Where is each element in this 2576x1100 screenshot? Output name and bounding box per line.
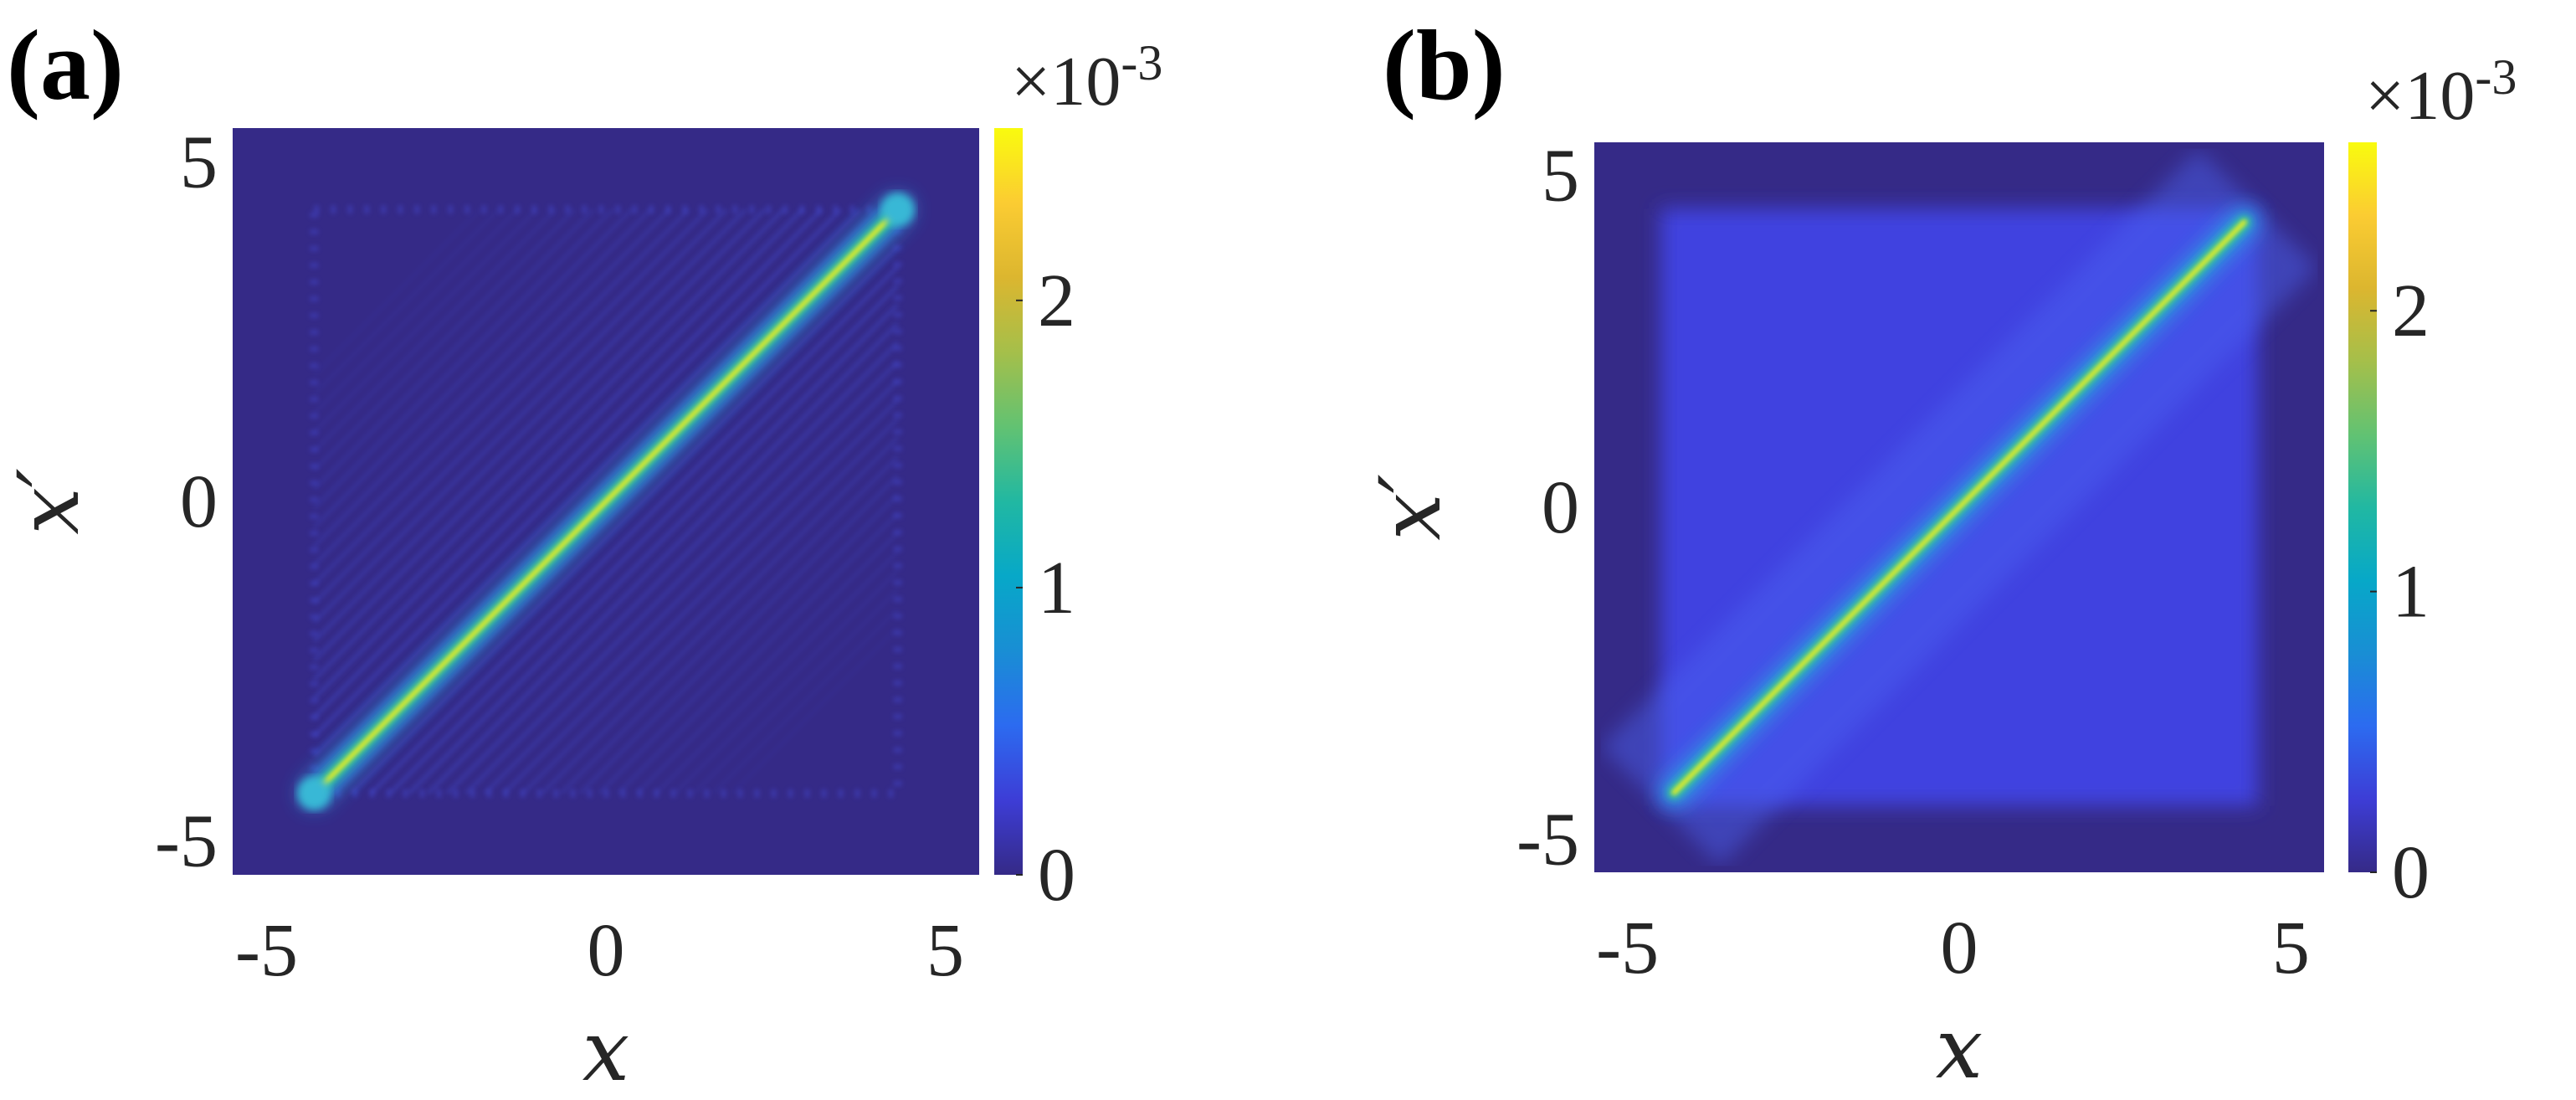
fringe-line	[502, 398, 900, 795]
y-tick-label: -5	[155, 799, 218, 882]
colorbar-tick-label: 1	[2392, 551, 2430, 634]
fringe-line	[312, 208, 710, 605]
colorbar-tick-label: 0	[2392, 831, 2430, 914]
panel-a-xlabel: x	[582, 1002, 629, 1100]
x-tick-label: 5	[926, 909, 964, 992]
panel-b-colorbar: 0 1 2 ×10-3	[2348, 49, 2517, 914]
fringe-line	[312, 208, 500, 396]
panel-b-heatmap	[1594, 142, 2324, 872]
fringe-line	[445, 341, 900, 795]
fringe-line	[673, 568, 900, 795]
panel-a-diagonal-ridge	[297, 193, 915, 810]
fringe-line	[692, 588, 900, 795]
panel-a-heatmap	[233, 128, 979, 875]
colorbar-tick-label: 1	[1038, 547, 1075, 630]
y-tick-label: 5	[1542, 135, 1579, 218]
y-tick-label: 5	[180, 121, 218, 204]
endpoint-blob	[880, 193, 915, 227]
panel-a-axes: -5 0 5 -5 0 5	[155, 121, 964, 992]
panel-b-diagonal-ridge	[1660, 208, 2259, 807]
panel-a-label: (a)	[7, 9, 124, 121]
colorbar-exponent: ×10-3	[1011, 35, 1162, 121]
fringe-line	[312, 208, 767, 662]
colorbar-tick-label: 0	[1038, 834, 1075, 917]
diagonal-core	[311, 207, 901, 796]
fringe-line	[616, 511, 900, 795]
panel-a-colorbar: 0 1 2 ×10-3	[994, 35, 1162, 917]
fringe-line	[312, 208, 520, 415]
panel-a-ylabel: x′	[0, 468, 98, 534]
fringe-line	[598, 493, 900, 795]
fringe-line	[312, 208, 557, 453]
fringe-line	[312, 208, 690, 586]
x-tick-label: 0	[588, 909, 625, 992]
fringe-line	[464, 360, 900, 795]
fringe-line	[312, 208, 729, 625]
fringe-line	[312, 208, 671, 567]
fringe-line	[312, 208, 824, 719]
panel-b-xlabel: x	[1936, 1000, 1983, 1097]
colorbar-exponent-power: -3	[1121, 35, 1162, 90]
x-tick-label: 0	[1941, 907, 1978, 989]
colorbar-tick-label: 2	[2392, 270, 2430, 352]
fringe-line	[711, 607, 900, 795]
fringe-line	[312, 208, 596, 491]
colorbar-gradient	[994, 128, 1023, 875]
fringe-line	[312, 208, 653, 548]
fringe-line	[541, 436, 900, 795]
colorbar-tick-label: 2	[1038, 260, 1075, 342]
fringe-line	[521, 417, 900, 795]
x-tick-label: -5	[235, 909, 298, 992]
fringe-line	[578, 474, 900, 795]
colorbar-exponent: ×10-3	[2365, 49, 2517, 135]
diagonal-core	[1671, 219, 2247, 795]
fringe-line	[312, 208, 539, 434]
fringe-border	[310, 205, 902, 798]
fringe-line	[369, 265, 900, 795]
endpoint-blob	[297, 776, 331, 810]
panel-b-label: (b)	[1383, 9, 1506, 121]
fringe-line	[312, 208, 804, 700]
fringe-line	[559, 455, 900, 795]
panel-a-oscillation-fringes	[310, 205, 902, 798]
fringe-line	[312, 208, 481, 377]
fringe-line	[312, 208, 862, 758]
colorbar-exponent-power: -3	[2475, 49, 2517, 105]
panel-a: (a) -5 0 5-505 012×10-3 x x′	[0, 9, 1162, 1100]
fringe-line	[408, 303, 900, 795]
panel-b: (b) -5 0 5-505 012×10-3 x x′	[1362, 9, 2517, 1097]
fringe-line	[312, 208, 843, 738]
fringe-line	[635, 531, 900, 795]
panel-b-ylabel: x′	[1362, 474, 1460, 540]
fringe-line	[312, 208, 634, 529]
fringe-line	[312, 208, 614, 510]
x-tick-label: -5	[1596, 907, 1659, 989]
fringe-line	[483, 378, 900, 795]
fringe-line	[731, 626, 900, 795]
fringe-line	[312, 208, 577, 472]
y-tick-label: 0	[180, 460, 218, 543]
panel-b-axes: -5 0 5 -5 0 5	[1516, 135, 2310, 989]
y-tick-label: -5	[1516, 798, 1579, 881]
colorbar-gradient	[2348, 142, 2377, 872]
fringe-line	[312, 208, 786, 681]
fringe-line	[426, 321, 900, 795]
fringe-line	[388, 284, 900, 795]
x-tick-label: 5	[2272, 907, 2310, 989]
fringe-line	[350, 245, 900, 795]
fringe-line	[654, 550, 900, 795]
y-tick-label: 0	[1542, 466, 1579, 549]
fringe-line	[312, 208, 747, 643]
